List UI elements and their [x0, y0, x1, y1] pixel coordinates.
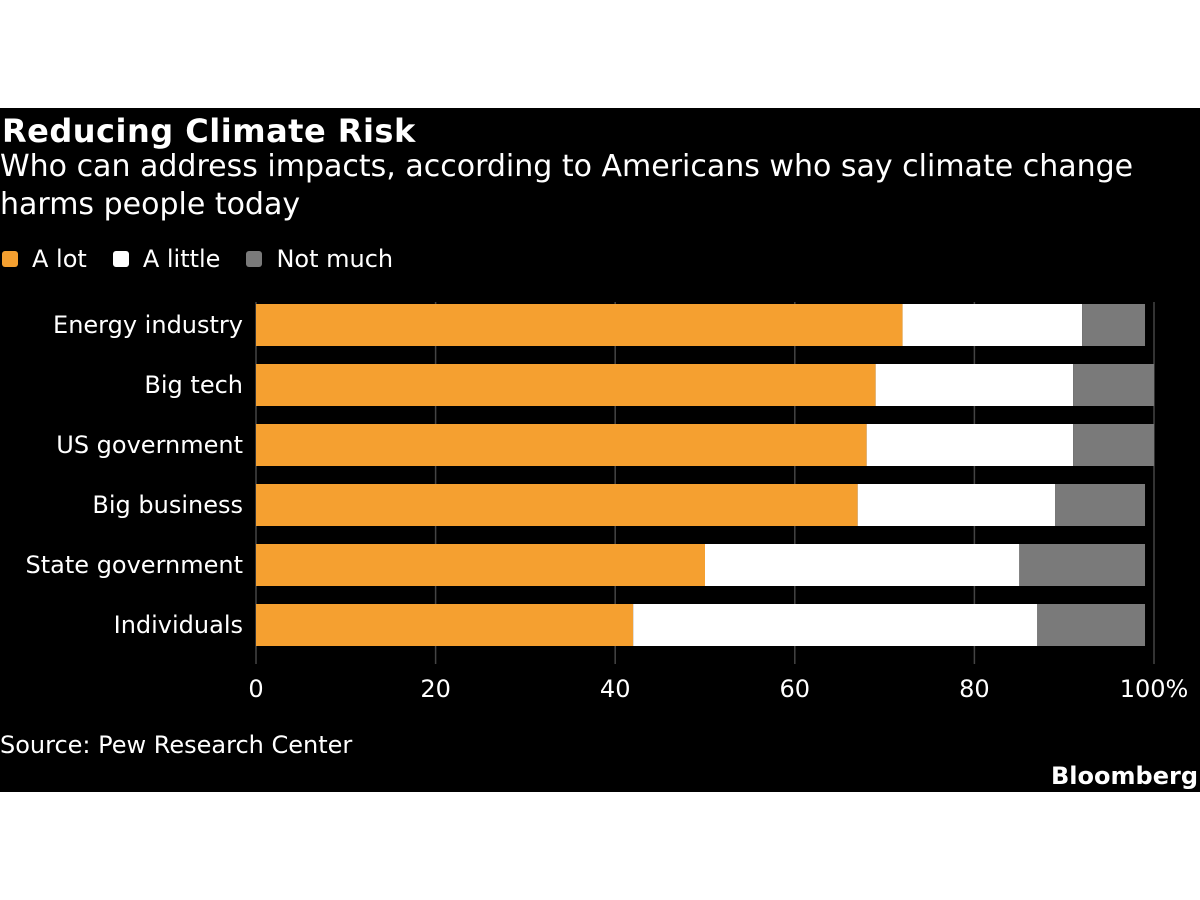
x-tick-label-3: 60	[780, 675, 811, 703]
x-tick-label-0: 0	[248, 675, 263, 703]
legend-item-not-much: Not much	[246, 245, 393, 273]
bar-3-2	[1055, 484, 1146, 526]
bar-4-2	[1019, 544, 1146, 586]
bar-4-0	[256, 544, 705, 586]
chart-subtitle: Who can address impacts, according to Am…	[0, 149, 1134, 222]
category-label-5: Individuals	[114, 611, 243, 639]
legend-item-a-little: A little	[112, 245, 221, 273]
legend-swatch-a-lot	[2, 251, 18, 267]
bar-0-2	[1082, 304, 1146, 346]
source-note: Source: Pew Research Center	[0, 731, 353, 759]
category-label-3: Big business	[92, 491, 243, 519]
bar-5-1	[633, 604, 1038, 646]
bar-1-0	[256, 364, 876, 406]
bar-0-1	[902, 304, 1083, 346]
category-label-1: Big tech	[144, 371, 243, 399]
bar-2-0	[256, 424, 867, 466]
chart-title: Reducing Climate Risk	[2, 112, 416, 150]
bar-0-0	[256, 304, 903, 346]
bar-4-1	[705, 544, 1020, 586]
legend-swatch-not-much	[246, 251, 263, 267]
bar-1-1	[875, 364, 1074, 406]
legend-label-a-lot: A lot	[32, 245, 87, 273]
legend: A lot A little Not much	[2, 244, 419, 274]
category-label-0: Energy industry	[53, 311, 243, 339]
stacked-bar-chart: Energy industry Big tech US government Big …	[26, 302, 1189, 703]
x-tick-label-1: 20	[420, 675, 451, 703]
category-label-4: State government	[26, 551, 243, 579]
bar-5-0	[256, 604, 634, 646]
bar-2-1	[866, 424, 1074, 466]
bar-1-2	[1073, 364, 1154, 406]
legend-label-a-little: A little	[142, 245, 221, 273]
bloomberg-logo: Bloomberg	[1051, 762, 1198, 790]
bar-3-0	[256, 484, 858, 526]
legend-label-not-much: Not much	[276, 245, 394, 273]
x-tick-label-2: 40	[600, 675, 631, 703]
x-tick-label-5: 100%	[1120, 675, 1189, 703]
chart-panel: Reducing Climate Risk Who can address im…	[0, 108, 1200, 792]
legend-item-a-lot: A lot	[2, 245, 87, 273]
x-tick-label-4: 80	[959, 675, 990, 703]
bar-3-1	[857, 484, 1056, 526]
legend-swatch-a-little	[112, 251, 129, 267]
category-label-2: US government	[56, 431, 243, 459]
bar-2-2	[1073, 424, 1154, 466]
bar-5-2	[1037, 604, 1146, 646]
